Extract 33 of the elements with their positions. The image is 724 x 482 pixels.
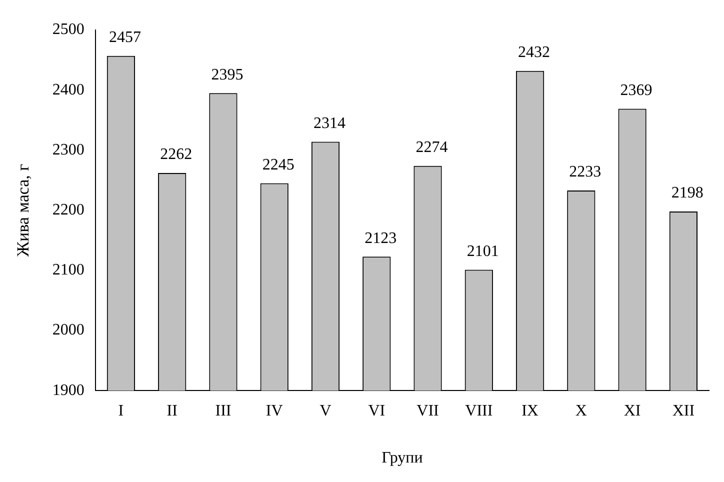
y-tick-label: 2500 [52, 21, 84, 38]
data-label: 2369 [620, 82, 652, 99]
x-tick-label: VI [368, 402, 386, 420]
data-label: 2245 [262, 156, 294, 174]
y-tick-label: 2400 [52, 81, 84, 98]
x-tick-label: I [118, 402, 124, 420]
x-tick-label: VIII [465, 402, 493, 420]
y-tick-label: 2100 [52, 262, 84, 279]
data-label: 2314 [314, 114, 346, 132]
x-tick-label: XI [624, 402, 641, 420]
data-label: 2198 [671, 184, 704, 202]
data-label: 2262 [160, 146, 192, 164]
y-tick-label: 2000 [52, 322, 84, 339]
data-label: 2395 [211, 66, 244, 84]
x-tick-label: IX [522, 402, 539, 420]
data-label: 2432 [518, 44, 550, 62]
x-tick-label: II [166, 402, 178, 420]
y-axis-title: Жива маса, г [14, 164, 33, 257]
y-tick-label: 2200 [52, 202, 84, 219]
data-label: 2274 [416, 139, 448, 156]
x-tick-label: VII [416, 402, 439, 420]
data-label: 2457 [108, 29, 141, 46]
x-tick-label: III [215, 402, 232, 420]
y-tick-label: 2300 [52, 141, 84, 158]
x-tick-label: XII [672, 402, 695, 420]
x-axis-title: Групи [382, 450, 424, 467]
x-tick-label: X [575, 402, 588, 420]
data-label: 2123 [364, 230, 397, 247]
x-tick-label: IV [266, 402, 284, 420]
y-tick-label: 1900 [52, 382, 84, 399]
x-tick-label: V [320, 402, 332, 420]
data-label: 2233 [569, 164, 602, 181]
data-label: 2101 [466, 243, 499, 260]
